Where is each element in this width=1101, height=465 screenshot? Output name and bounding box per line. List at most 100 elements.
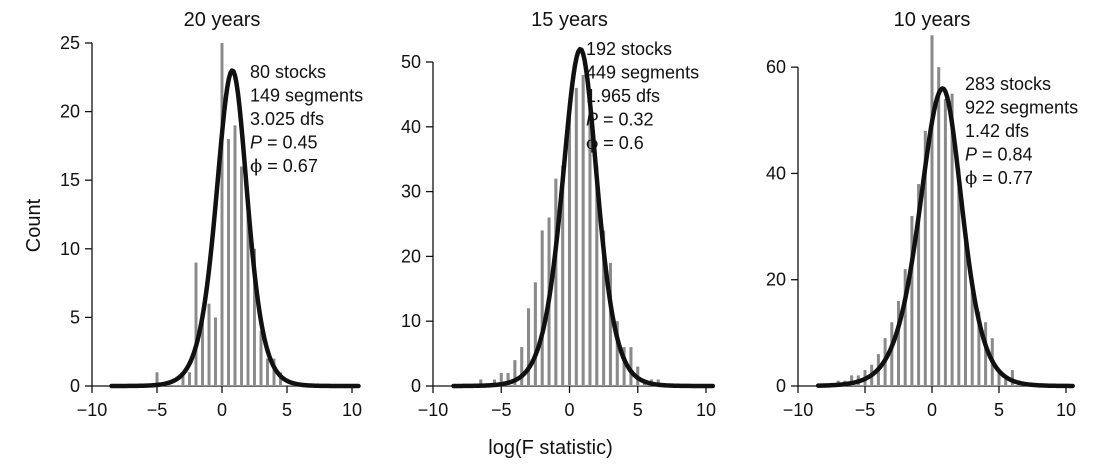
annotation-line: 192 stocks	[586, 39, 672, 59]
histogram-bar	[201, 317, 204, 386]
panel-title: 10 years	[894, 9, 971, 31]
histogram-bar	[970, 279, 974, 386]
histogram-bar	[181, 372, 185, 386]
y-tick-label: 60	[766, 57, 786, 77]
histogram-bar	[520, 347, 524, 386]
annotation-p-value: P = 0.32	[586, 110, 654, 130]
histogram-bar	[923, 130, 927, 386]
fitted-curve	[109, 68, 361, 389]
x-tick-label: −10	[418, 400, 449, 420]
histogram-bar	[917, 184, 921, 386]
fitted-curve	[815, 86, 1075, 389]
histogram-bar	[629, 347, 633, 386]
histogram-bar	[155, 372, 159, 386]
histogram-bar	[615, 321, 619, 386]
histogram-bar	[207, 303, 211, 386]
x-tick-label: −5	[147, 400, 168, 420]
x-tick-label: 5	[994, 400, 1004, 420]
histogram-bar	[479, 379, 483, 386]
histogram-bar	[890, 322, 894, 386]
y-tick-label: 15	[60, 170, 80, 190]
histogram-bar	[850, 375, 854, 386]
histogram-bar	[984, 322, 988, 386]
panel-3: 10 years −10 −5 0 5 10 0 20 40 60 283 stocks 922 se…	[766, 9, 1078, 420]
histogram-bar	[214, 317, 217, 386]
annotation-line: 149 segments	[250, 86, 363, 106]
panel-title: 20 years	[184, 9, 261, 31]
y-tick-label: 0	[776, 376, 786, 396]
x-axis-label: log(F statistic)	[488, 437, 613, 459]
panel-title: 15 years	[531, 9, 608, 31]
histogram-bar	[581, 74, 585, 387]
annotation-line: 80 stocks	[250, 62, 326, 82]
histogram-bar	[622, 347, 626, 386]
histogram-bar	[957, 168, 961, 386]
histogram-bar	[240, 166, 243, 386]
histogram-bar	[194, 262, 198, 386]
x-tick-label: −10	[77, 400, 108, 420]
x-tick-label: −10	[783, 400, 814, 420]
y-tick-label: 20	[401, 246, 421, 266]
histogram-bar	[1004, 375, 1008, 386]
histogram-bar	[963, 237, 968, 386]
histogram-bar	[937, 67, 941, 387]
annotation-line: 1.965 dfs	[586, 86, 660, 106]
x-tick-label: 5	[282, 400, 292, 420]
annotation-line: 3.025 dfs	[250, 109, 324, 129]
y-tick-label: 50	[401, 52, 421, 72]
histogram-bar	[533, 282, 537, 386]
y-tick-label: 20	[60, 102, 80, 122]
panel-1: 20 years −10 −5 0 5 10 0 5 10 15 20 25 80 stocks 149 …	[60, 9, 363, 420]
histogram-bar	[188, 372, 191, 386]
histogram-bar	[506, 373, 510, 386]
annotation-phi-value: ϕ = 0.77	[965, 168, 1033, 189]
x-tick-label: 10	[342, 400, 362, 420]
y-tick-label: 0	[411, 376, 421, 396]
x-tick-label: 0	[217, 400, 227, 420]
histogram-bar	[602, 230, 606, 386]
annotation-phi-value: ϕ = 0.67	[250, 156, 318, 177]
y-tick-label: 10	[401, 311, 421, 331]
histogram-bar	[266, 358, 269, 386]
annotation-line: 283 stocks	[965, 74, 1051, 94]
y-axis-label: Count	[23, 198, 46, 253]
y-tick-label: 5	[70, 307, 80, 327]
histogram-bar	[513, 360, 517, 386]
y-tick-label: 30	[401, 182, 421, 202]
histogram-bar	[574, 87, 578, 387]
histogram-bar	[903, 269, 907, 386]
histogram-bar	[554, 178, 558, 386]
annotation-line: 922 segments	[965, 98, 1078, 118]
y-tick-label: 40	[401, 117, 421, 137]
y-tick-label: 20	[766, 270, 786, 290]
histogram-bar	[943, 99, 947, 387]
histogram-bar	[253, 248, 256, 386]
y-tick-label: 10	[60, 239, 80, 259]
histogram-bar	[567, 107, 572, 387]
histogram-bar	[896, 300, 901, 386]
annotation-phi-value: ϕ = 0.6	[586, 133, 644, 154]
annotation-line: 449 segments	[586, 63, 699, 83]
histogram-bar	[279, 372, 282, 386]
histogram-bar	[540, 230, 544, 386]
histogram-bar	[997, 370, 1001, 386]
annotation-line: 1.42 dfs	[965, 121, 1029, 141]
histogram-bar	[595, 165, 599, 386]
x-tick-label: 0	[927, 400, 937, 420]
histogram-bar	[233, 125, 237, 386]
histogram-bar	[561, 165, 565, 386]
x-tick-label: −5	[855, 400, 876, 420]
x-tick-label: 5	[633, 400, 643, 420]
histogram-bar	[246, 193, 250, 386]
y-tick-label: 0	[70, 376, 80, 396]
histogram-bar	[950, 93, 954, 386]
x-tick-label: 10	[1056, 400, 1076, 420]
histogram-bar	[930, 35, 934, 386]
histogram-bar	[977, 311, 981, 386]
fitted-curve	[451, 46, 716, 389]
histogram-bar	[1010, 370, 1014, 386]
histogram-bar	[499, 373, 503, 386]
x-tick-label: 0	[564, 400, 574, 420]
panel-2: 15 years −10 −5 0 5 10 0 10 20 30 40 50 192 stocks 44…	[401, 9, 716, 420]
